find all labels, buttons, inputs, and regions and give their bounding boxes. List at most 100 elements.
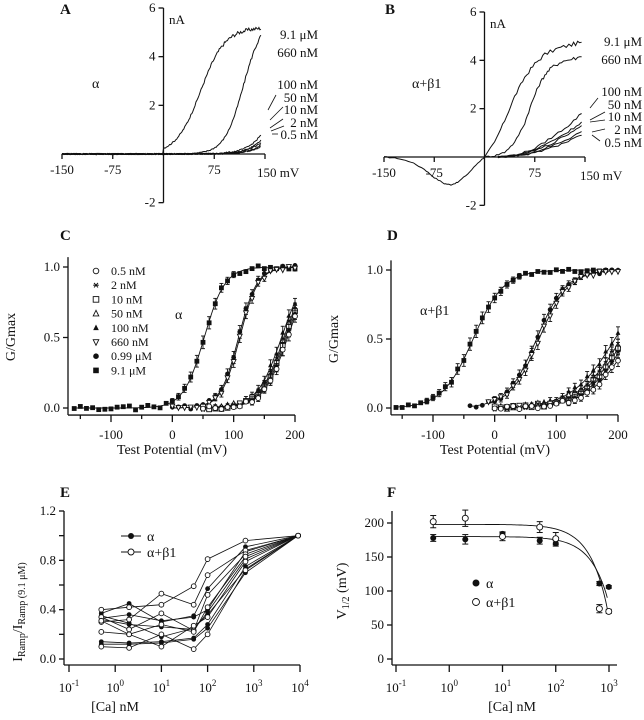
circle-open-marker xyxy=(242,558,249,565)
triangle-down-open-marker xyxy=(571,278,578,286)
square-filled-marker xyxy=(516,273,522,279)
square-filled-marker xyxy=(547,270,553,275)
circle-open-marker xyxy=(190,646,197,652)
triangle-down-open-marker xyxy=(212,395,219,402)
circle-open-marker xyxy=(584,389,591,396)
triangle-filled-marker xyxy=(615,330,621,335)
x-axis-label-e: [Ca] nM xyxy=(91,700,139,715)
triangle-down-open-marker xyxy=(503,392,511,399)
square-filled-marker xyxy=(219,285,224,291)
triangle-down-open-marker xyxy=(169,403,176,410)
trace-label: 10 nM xyxy=(608,109,643,124)
circle-open-marker xyxy=(230,404,237,410)
panel-a: A α nA 150 mV -150 -75 75 6 4 2 -2 9.1 μM 660 n… xyxy=(50,0,318,210)
square-filled-marker xyxy=(510,277,516,283)
legend-label: 50 nM xyxy=(111,307,143,321)
triangle-down-open-marker xyxy=(608,269,615,276)
circle-open-marker xyxy=(541,403,547,410)
square-filled-marker xyxy=(96,407,102,413)
square-open-marker xyxy=(92,296,100,303)
x-axis-label-c: Test Potential (mV) xyxy=(117,443,228,458)
circle-open-marker xyxy=(126,616,132,623)
x-tick-label: 102 xyxy=(547,678,565,695)
circle-open-marker xyxy=(242,567,249,574)
square-filled-marker xyxy=(114,404,120,410)
legend-label: 2 nM xyxy=(111,278,137,292)
x-tick-label: 101 xyxy=(494,678,512,695)
circle-open-marker xyxy=(204,614,211,620)
circle-open-marker xyxy=(552,535,560,543)
legend-label: α xyxy=(486,577,494,592)
circle-open-marker xyxy=(295,532,301,539)
legend-label: 660 nM xyxy=(111,335,149,349)
trace-label: 660 nM xyxy=(601,52,642,67)
circle-open-marker xyxy=(158,631,165,638)
annotation-d: α+β1 xyxy=(420,304,449,319)
label-leader-line xyxy=(591,128,606,133)
circle-open-marker xyxy=(615,357,621,364)
square-filled-marker xyxy=(108,406,114,412)
triangle-down-open-marker xyxy=(187,404,194,411)
triangle-down-open-marker xyxy=(534,340,541,348)
circle-open-marker xyxy=(605,607,613,615)
panel-d: D α+β1 Test Potential (mV) G/Gmax -100 0 1… xyxy=(327,228,628,458)
circle-open-marker xyxy=(126,626,132,633)
legend-label: α xyxy=(147,530,155,545)
square-filled-marker xyxy=(492,295,498,301)
y-axis-label-e: IRamp/IRamp (9.1 μM) xyxy=(11,562,28,661)
circle-open-marker xyxy=(158,643,165,650)
circle-open-marker xyxy=(158,610,165,617)
boltzmann-fit xyxy=(203,307,296,409)
legend-label: 10 nM xyxy=(111,292,143,306)
square-filled-marker xyxy=(268,264,273,270)
square-filled-marker xyxy=(127,403,132,409)
triangle-down-open-marker xyxy=(236,333,243,341)
trace-label: 9.1 μM xyxy=(604,34,642,49)
legend-label: α+β1 xyxy=(486,596,515,611)
y-tick-label: 100 xyxy=(365,583,385,598)
x-tick-label: 100 xyxy=(547,427,567,442)
circle-open-marker xyxy=(98,606,105,613)
boltzmann-fit xyxy=(488,270,618,405)
triangle-filled-marker xyxy=(597,361,602,367)
current-trace xyxy=(61,34,262,156)
circle-filled-marker xyxy=(473,404,479,410)
legend-label: 0.5 nM xyxy=(111,264,146,278)
circle-open-marker xyxy=(255,395,262,401)
circle-open-marker xyxy=(547,403,554,409)
square-filled-marker xyxy=(578,269,584,275)
square-filled-marker xyxy=(237,271,243,276)
x-tick-label: 100 xyxy=(106,678,124,695)
triangle-down-open-marker xyxy=(242,310,250,317)
circle-open-marker xyxy=(578,394,584,401)
square-filled-marker xyxy=(212,301,218,307)
circle-filled-marker xyxy=(605,583,612,590)
circle-open-marker xyxy=(242,537,249,544)
y-tick-label: -2 xyxy=(145,195,156,210)
square-filled-marker xyxy=(176,394,181,400)
x-tick-label: 101 xyxy=(153,678,171,695)
x-tick-label: 103 xyxy=(245,678,263,695)
square-filled-marker xyxy=(399,405,405,410)
triangle-down-open-marker xyxy=(577,274,585,281)
square-filled-marker xyxy=(479,315,485,321)
y-axis-label-c: G/Gmax xyxy=(4,313,19,361)
circle-open-marker xyxy=(204,604,211,611)
asterisk-marker xyxy=(615,349,621,354)
label-leader-line xyxy=(269,118,284,129)
circle-filled-marker xyxy=(93,353,99,360)
circle-filled-marker xyxy=(547,307,553,313)
circle-open-marker xyxy=(243,398,249,405)
triangle-down-open-marker xyxy=(516,376,523,384)
circle-open-marker xyxy=(510,403,517,409)
circle-open-marker xyxy=(522,403,529,410)
current-trace xyxy=(61,134,262,156)
circle-open-marker xyxy=(236,403,243,410)
square-filled-marker xyxy=(436,390,442,396)
circle-open-marker xyxy=(536,523,544,531)
triangle-filled-marker xyxy=(590,367,596,373)
circle-open-marker xyxy=(127,548,135,556)
triangle-down-open-marker xyxy=(510,383,517,390)
square-filled-marker xyxy=(553,267,559,273)
